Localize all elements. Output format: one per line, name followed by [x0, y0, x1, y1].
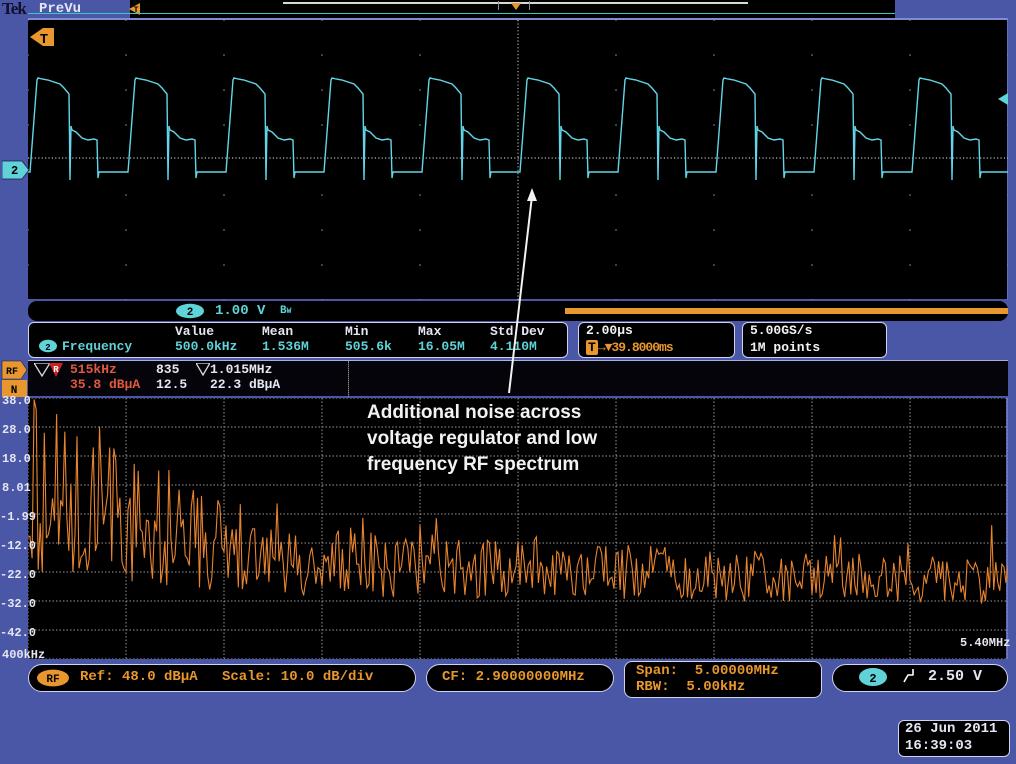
svg-text:2: 2 — [45, 343, 50, 353]
svg-text:2: 2 — [11, 164, 18, 178]
svg-text:2: 2 — [869, 672, 876, 686]
svg-text:R: R — [53, 365, 59, 375]
svg-text:2: 2 — [187, 307, 194, 319]
svg-text:RF: RF — [6, 367, 18, 378]
svg-text:T: T — [40, 32, 48, 48]
svg-text:RF: RF — [46, 674, 59, 686]
